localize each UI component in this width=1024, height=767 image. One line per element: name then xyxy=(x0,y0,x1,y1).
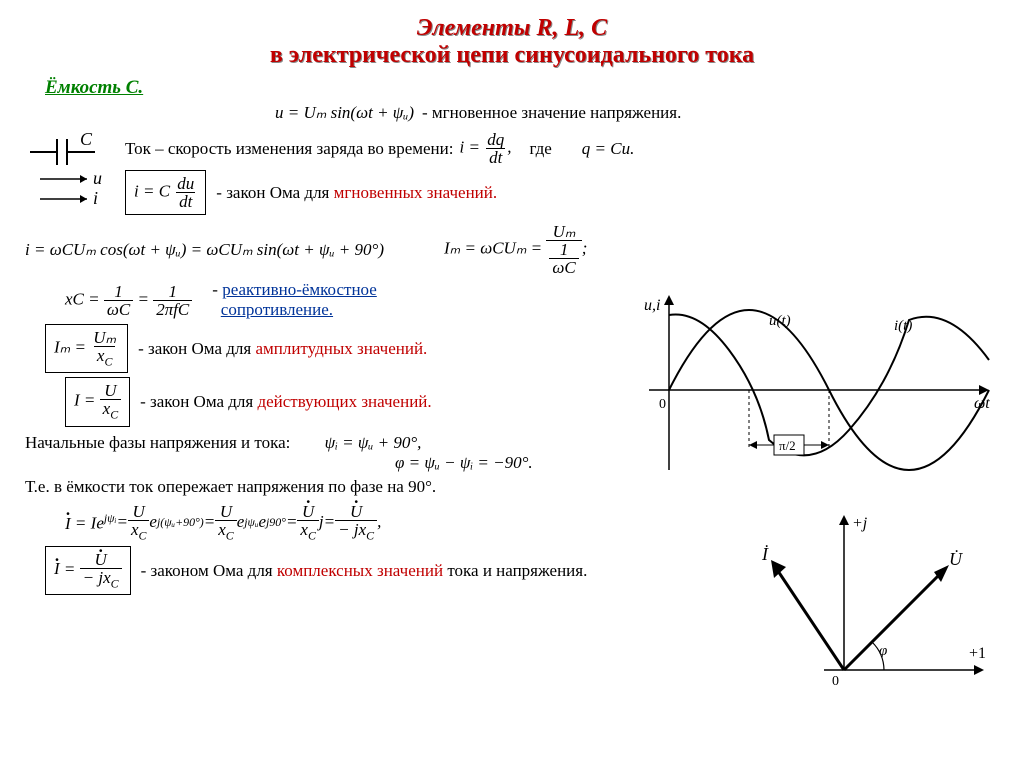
im-formula: Iₘ = ωCUₘ = Uₘ 1ωC ; xyxy=(444,223,587,276)
wave-graph: u,i ωt 0 u(t) i(t) π/2 xyxy=(639,290,999,490)
ohm-rms-note: - закон Ома для действующих значений. xyxy=(140,392,432,412)
svg-text:π/2: π/2 xyxy=(779,438,796,453)
svg-text:u,i: u,i xyxy=(644,297,660,314)
xc-formula: xC = 1ωC = 12πfC xyxy=(65,283,192,318)
cap-C-label: C xyxy=(80,129,93,149)
phase-text: Начальные фазы напряжения и тока: xyxy=(25,433,290,452)
title-line-2: в электрической цепи синусоидального ток… xyxy=(25,42,999,69)
q-formula: q = Cu. xyxy=(582,139,635,159)
svg-text:0: 0 xyxy=(832,674,839,689)
current-rate-text: Ток – скорость изменения заряда во време… xyxy=(125,139,453,159)
svg-text:U̇: U̇ xyxy=(949,548,963,569)
current-rate-formula: i = dqdt, xyxy=(459,131,511,166)
title-line-1: Элементы R, L, C xyxy=(25,15,999,42)
svg-text:İ: İ xyxy=(761,544,769,564)
svg-text:i: i xyxy=(93,188,98,208)
section-heading: Ёмкость С. xyxy=(45,77,999,99)
im-box: Iₘ = UₘxC xyxy=(45,324,128,373)
svg-text:φ: φ xyxy=(879,643,887,659)
svg-text:+1: +1 xyxy=(969,645,986,662)
where-label: где xyxy=(529,139,551,159)
voltage-formula: u = Uₘ sin(ωt + ψᵤ) xyxy=(275,103,414,123)
svg-text:u: u xyxy=(93,168,102,188)
phasor-diagram: +j +1 0 U̇ İ φ xyxy=(744,510,994,690)
svg-text:i(t): i(t) xyxy=(894,318,912,334)
ohm-instant-note: - закон Ома для мгновенных значений. xyxy=(216,183,497,203)
svg-text:u(t): u(t) xyxy=(769,313,791,329)
ohm-complex-note: - законом Ома для комплексных значений т… xyxy=(141,561,588,581)
long-formula: i = ωCUₘ cos(ωt + ψᵤ) = ωCUₘ sin(ωt + ψᵤ… xyxy=(25,240,384,260)
svg-text:+j: +j xyxy=(852,515,868,532)
ohm-amp-note: - закон Ома для амплитудных значений. xyxy=(138,339,427,359)
i-box: I = UxC xyxy=(65,377,130,426)
svg-text:0: 0 xyxy=(659,397,666,412)
capacitor-diagram: C u i xyxy=(25,127,115,217)
ohm-instant-box: i = C dudt xyxy=(125,170,206,215)
phi-formula: φ = ψᵤ − ψᵢ = −90°. xyxy=(395,453,533,472)
reactive-label: - реактивно-ёмкостное сопротивление. xyxy=(212,280,377,320)
psi-i-formula: ψᵢ = ψᵤ + 90°, xyxy=(325,433,422,452)
final-box: I = U− jxC xyxy=(45,546,131,595)
voltage-note: - мгновенное значение напряжения. xyxy=(422,103,681,123)
